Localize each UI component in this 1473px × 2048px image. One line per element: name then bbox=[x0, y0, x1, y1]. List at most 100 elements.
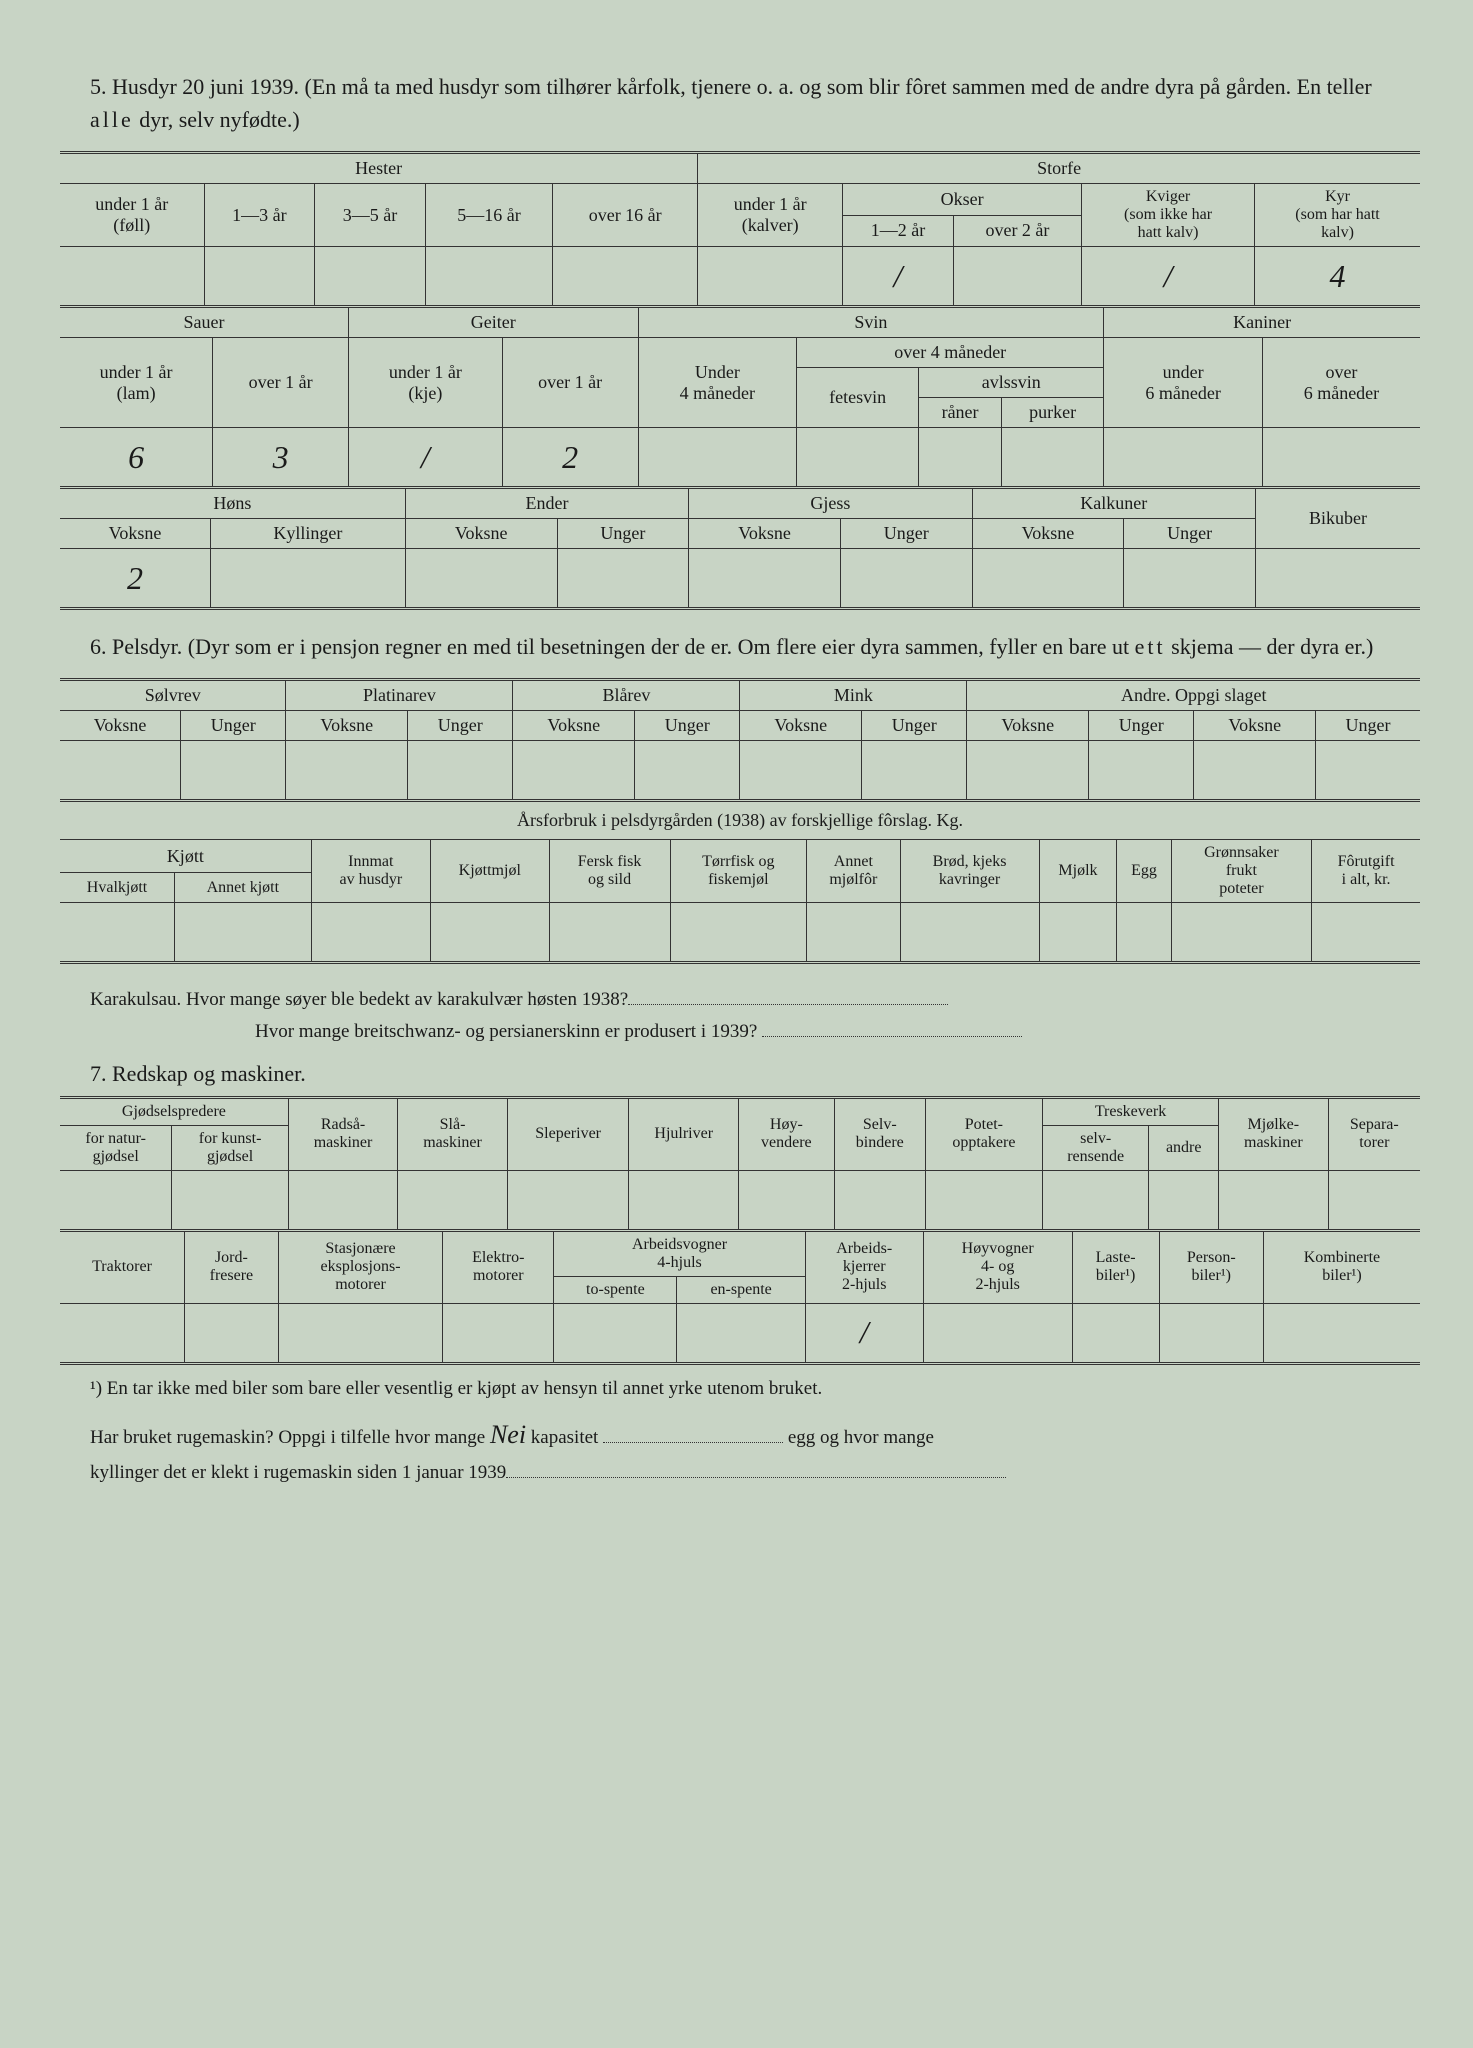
data-hester-over16[interactable] bbox=[553, 247, 698, 307]
data-andre2-v[interactable] bbox=[1194, 741, 1316, 801]
data-gronn[interactable] bbox=[1171, 903, 1311, 963]
svin-under4: Under 4 måneder bbox=[638, 338, 797, 428]
data-treske-selv[interactable] bbox=[1042, 1170, 1148, 1230]
data-stasj[interactable] bbox=[278, 1303, 442, 1363]
data-svin-fetesvin[interactable] bbox=[797, 428, 919, 488]
data-ender-unger[interactable] bbox=[557, 549, 689, 609]
hester-3-5: 3—5 år bbox=[315, 184, 426, 247]
data-torrfisk[interactable] bbox=[670, 903, 807, 963]
storfe-group: Storfe bbox=[698, 153, 1420, 184]
data-andre2-u[interactable] bbox=[1316, 741, 1420, 801]
data-solvrev-u[interactable] bbox=[181, 741, 286, 801]
data-kviger[interactable]: / bbox=[1082, 247, 1255, 307]
data-bikuber[interactable] bbox=[1255, 549, 1420, 609]
data-ferskfisk[interactable] bbox=[549, 903, 670, 963]
potet-col: Potet- opptakere bbox=[925, 1097, 1042, 1170]
data-hvalkjott[interactable] bbox=[60, 903, 175, 963]
rugemaskin-blank2[interactable] bbox=[506, 1457, 1006, 1478]
data-arbeidskjerrer[interactable]: / bbox=[805, 1303, 923, 1363]
data-sleperiver[interactable] bbox=[507, 1170, 629, 1230]
karakul-blank2[interactable] bbox=[762, 1016, 1022, 1037]
data-okser-over2[interactable] bbox=[953, 247, 1081, 307]
kyr-col: Kyr (som har hatt kalv) bbox=[1255, 184, 1420, 247]
selvbindere-col: Selv- bindere bbox=[834, 1097, 925, 1170]
data-kaniner-over6[interactable] bbox=[1262, 428, 1420, 488]
section-5-body-c: dyr, selv nyfødte.) bbox=[134, 107, 300, 132]
data-svin-purker[interactable] bbox=[1001, 428, 1103, 488]
data-solvrev-v[interactable] bbox=[60, 741, 181, 801]
data-innmat[interactable] bbox=[311, 903, 430, 963]
data-mink-v[interactable] bbox=[740, 741, 862, 801]
karakul-blank1[interactable] bbox=[628, 984, 948, 1005]
annet-mjolfor-col: Annet mjølfôr bbox=[807, 840, 900, 903]
data-lastebiler[interactable] bbox=[1072, 1303, 1159, 1363]
data-egg[interactable] bbox=[1117, 903, 1171, 963]
data-elektro[interactable] bbox=[443, 1303, 554, 1363]
data-hoyvogner[interactable] bbox=[923, 1303, 1072, 1363]
data-annetkjott[interactable] bbox=[175, 903, 312, 963]
data-potet[interactable] bbox=[925, 1170, 1042, 1230]
data-separ[interactable] bbox=[1328, 1170, 1420, 1230]
data-mjolke[interactable] bbox=[1219, 1170, 1329, 1230]
elektro-col: Elektro- motorer bbox=[443, 1232, 554, 1304]
data-sauer-under1[interactable]: 6 bbox=[60, 428, 213, 488]
data-geiter-over1[interactable]: 2 bbox=[502, 428, 638, 488]
data-hester-3-5[interactable] bbox=[315, 247, 426, 307]
hester-5-16: 5—16 år bbox=[425, 184, 552, 247]
data-hjulriver[interactable] bbox=[629, 1170, 739, 1230]
data-personbiler[interactable] bbox=[1159, 1303, 1263, 1363]
data-okser-1-2[interactable]: / bbox=[843, 247, 954, 307]
sauer-over1: over 1 år bbox=[213, 338, 349, 428]
data-forutgift[interactable] bbox=[1312, 903, 1420, 963]
data-storfe-under1[interactable] bbox=[698, 247, 843, 307]
data-svin-raner[interactable] bbox=[919, 428, 1002, 488]
data-hons-kyllinger[interactable] bbox=[211, 549, 406, 609]
data-enspente[interactable] bbox=[677, 1303, 805, 1363]
data-andre1-v[interactable] bbox=[967, 741, 1089, 801]
mink-unger: Unger bbox=[862, 711, 967, 741]
data-hester-5-16[interactable] bbox=[425, 247, 552, 307]
data-radsa[interactable] bbox=[288, 1170, 398, 1230]
data-sauer-over1[interactable]: 3 bbox=[213, 428, 349, 488]
data-kyr[interactable]: 4 bbox=[1255, 247, 1420, 307]
data-blarev-u[interactable] bbox=[635, 741, 740, 801]
data-sla[interactable] bbox=[398, 1170, 508, 1230]
data-ender-voksne[interactable] bbox=[405, 549, 557, 609]
data-mink-u[interactable] bbox=[862, 741, 967, 801]
data-gjodsel-kunst[interactable] bbox=[172, 1170, 288, 1230]
data-brod[interactable] bbox=[900, 903, 1039, 963]
data-blarev-v[interactable] bbox=[513, 741, 635, 801]
data-selvbindere[interactable] bbox=[834, 1170, 925, 1230]
data-gjess-unger[interactable] bbox=[840, 549, 972, 609]
andre2-voksne: Voksne bbox=[1194, 711, 1316, 741]
data-hester-1-3[interactable] bbox=[204, 247, 315, 307]
data-tospente[interactable] bbox=[554, 1303, 677, 1363]
data-geiter-under1[interactable]: / bbox=[349, 428, 503, 488]
data-mjolk[interactable] bbox=[1039, 903, 1117, 963]
data-hons-voksne[interactable]: 2 bbox=[60, 549, 211, 609]
section-6-tail: skjema — der dyra er.) bbox=[1166, 634, 1374, 659]
rugemaskin-blank1[interactable] bbox=[603, 1422, 783, 1443]
data-kalkuner-unger[interactable] bbox=[1124, 549, 1256, 609]
data-gjodsel-nat[interactable] bbox=[60, 1170, 172, 1230]
data-kalkuner-voksne[interactable] bbox=[972, 549, 1124, 609]
data-kombinerte[interactable] bbox=[1263, 1303, 1420, 1363]
data-platinarev-v[interactable] bbox=[286, 741, 408, 801]
geiter-under1: under 1 år (kje) bbox=[349, 338, 503, 428]
data-kjottmjol[interactable] bbox=[430, 903, 549, 963]
hons-voksne: Voksne bbox=[60, 519, 211, 549]
data-traktorer[interactable] bbox=[60, 1303, 184, 1363]
data-treske-andre[interactable] bbox=[1149, 1170, 1219, 1230]
data-andre1-u[interactable] bbox=[1089, 741, 1194, 801]
personbiler-col: Person- biler¹) bbox=[1159, 1232, 1263, 1304]
data-svin-under4[interactable] bbox=[638, 428, 797, 488]
rugemaskin-answer[interactable]: Nei bbox=[490, 1420, 526, 1449]
data-hoyvendere[interactable] bbox=[738, 1170, 834, 1230]
data-gjess-voksne[interactable] bbox=[689, 549, 841, 609]
data-hester-under1[interactable] bbox=[60, 247, 204, 307]
solvrev-group: Sølvrev bbox=[60, 680, 286, 711]
data-annet-mjolfor[interactable] bbox=[807, 903, 900, 963]
data-kaniner-under6[interactable] bbox=[1104, 428, 1263, 488]
data-jordfresere[interactable] bbox=[184, 1303, 278, 1363]
data-platinarev-u[interactable] bbox=[408, 741, 513, 801]
